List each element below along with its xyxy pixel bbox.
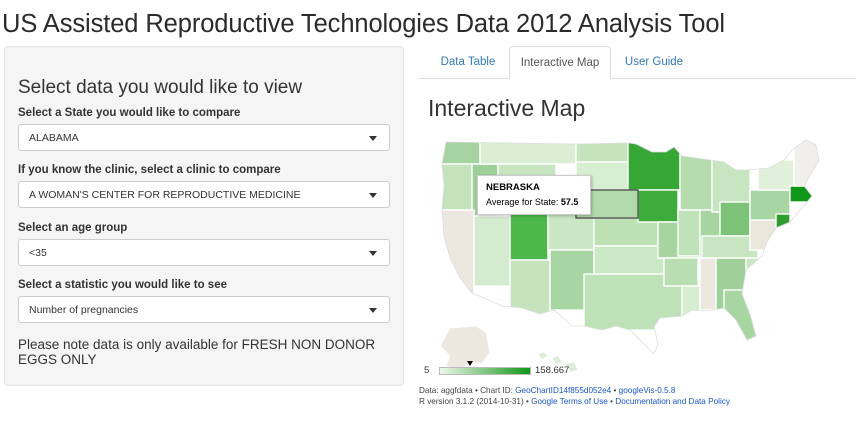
legend-min-value: 5 bbox=[424, 365, 430, 376]
state-select[interactable]: ALABAMA bbox=[18, 124, 390, 151]
tab-data-table[interactable]: Data Table bbox=[440, 56, 496, 68]
legend-marker-icon bbox=[467, 361, 474, 366]
us-map-svg bbox=[424, 130, 844, 375]
clinic-select-label: If you know the clinic, select a clinic … bbox=[18, 164, 281, 176]
caret-down-icon bbox=[369, 193, 377, 198]
tooltip-stat-value: 57.5 bbox=[560, 197, 579, 207]
tooltip-stat: Average for State: 57.5 bbox=[486, 197, 578, 207]
credits-separator: • bbox=[611, 386, 619, 395]
statistic-select[interactable]: Number of pregnancies bbox=[18, 296, 390, 323]
credits-data-text: Data: aggfdata • Chart ID: bbox=[419, 386, 516, 395]
data-availability-note: Please note data is only available for F… bbox=[18, 337, 376, 367]
credits-line-2: R version 3.1.2 (2014-10-31) • Google Te… bbox=[419, 397, 730, 406]
statistic-select-label: Select a statistic you would like to see bbox=[18, 279, 227, 291]
tooltip-state-name: NEBRASKA bbox=[486, 182, 540, 193]
tab-user-guide[interactable]: User Guide bbox=[624, 56, 684, 68]
statistic-select-value: Number of pregnancies bbox=[29, 304, 139, 316]
caret-down-icon bbox=[369, 136, 377, 141]
age-group-select[interactable]: <35 bbox=[18, 239, 390, 266]
tab-interactive-map[interactable]: Interactive Map bbox=[509, 46, 611, 80]
chart-id-link[interactable]: GeoChartID14f855d052e4 bbox=[515, 386, 612, 395]
tooltip-stat-label: Average for State: bbox=[486, 197, 559, 207]
state-select-value: ALABAMA bbox=[29, 132, 79, 144]
clinic-select[interactable]: A WOMAN'S CENTER FOR REPRODUCTIVE MEDICI… bbox=[18, 181, 390, 208]
age-group-select-label: Select an age group bbox=[18, 222, 128, 234]
sidebar-heading: Select data you would like to view bbox=[18, 77, 303, 98]
legend-max-value: 158.667 bbox=[535, 365, 570, 376]
credits-line-1: Data: aggfdata • Chart ID: GeoChartID14f… bbox=[419, 386, 675, 395]
google-terms-link[interactable]: Google Terms of Use bbox=[531, 397, 608, 406]
map-tooltip: NEBRASKA Average for State: 57.5 bbox=[477, 175, 591, 215]
age-group-select-value: <35 bbox=[29, 247, 47, 259]
app-title: US Assisted Reproductive Technologies Da… bbox=[2, 10, 725, 38]
us-choropleth-map[interactable] bbox=[424, 130, 844, 375]
credits-separator: • bbox=[607, 397, 616, 406]
clinic-select-value: A WOMAN'S CENTER FOR REPRODUCTIVE MEDICI… bbox=[29, 189, 301, 201]
tab-bar: Data Table Interactive Map User Guide bbox=[418, 46, 856, 80]
googlevis-link[interactable]: googleVis-0.5.8 bbox=[618, 386, 676, 395]
sidebar-panel: Select data you would like to view Selec… bbox=[4, 46, 404, 386]
credits-r-version: R version 3.1.2 (2014-10-31) • bbox=[419, 397, 532, 406]
map-title: Interactive Map bbox=[428, 95, 586, 121]
caret-down-icon bbox=[369, 308, 377, 313]
data-policy-link[interactable]: Documentation and Data Policy bbox=[615, 397, 730, 406]
legend-color-bar bbox=[439, 367, 531, 375]
caret-down-icon bbox=[369, 251, 377, 256]
state-select-label: Select a State you would like to compare bbox=[18, 107, 241, 119]
